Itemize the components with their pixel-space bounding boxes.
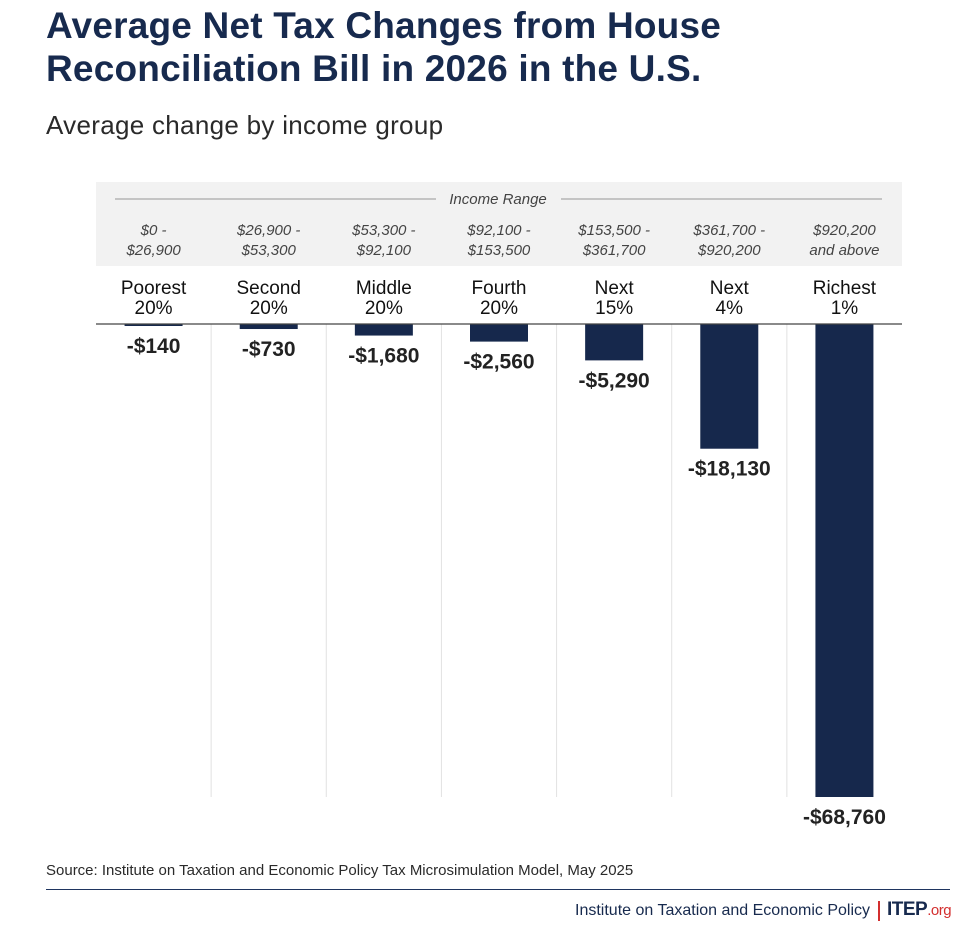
income-range-tick: $153,500 [467,242,531,259]
bar [354,324,413,336]
category-label: Middle [356,278,412,299]
category-label: Second [236,278,300,299]
footer-divider [46,889,950,890]
bar [124,324,183,326]
income-range-tick: $92,100 [356,242,412,259]
income-range-band [96,182,902,266]
income-range-tick: $53,300 [241,242,297,259]
bar [239,324,298,330]
income-range-tick: $361,700 - [692,222,765,239]
value-label: -$68,760 [803,806,886,829]
category-label: 20% [480,298,518,319]
category-label: 20% [250,298,288,319]
category-label: 20% [135,298,173,319]
bar [470,324,528,342]
value-label: -$730 [242,338,296,361]
organization-name: Institute on Taxation and Economic Polic… [575,902,870,919]
category-label: Poorest [121,278,187,299]
logo-suffix: .org [927,902,952,919]
income-range-tick: $0 - [140,222,167,239]
income-range-tick: $920,200 [697,242,761,259]
value-label: -$18,130 [688,458,771,481]
value-label: -$1,680 [348,345,419,368]
category-label: Richest [813,278,877,299]
income-range-tick: $153,500 - [577,222,650,239]
chart-title: Average Net Tax Changes from House Recon… [46,5,722,89]
value-label: -$140 [127,335,181,358]
bar [585,324,644,361]
footer-separator [878,901,880,921]
category-label: 20% [365,298,403,319]
income-range-tick: $920,200 [812,222,876,239]
bar [700,324,759,449]
itep-logo: ITEP.org [887,899,952,921]
income-range-label: Income Range [449,191,547,208]
category-label: 4% [716,298,744,319]
value-label: -$5,290 [579,369,650,392]
category-label: Next [595,278,635,299]
source-note: Source: Institute on Taxation and Econom… [46,862,634,879]
chart-subtitle: Average change by income group [46,110,444,140]
bar [815,324,874,797]
category-label: Next [710,278,750,299]
logo-main: ITEP [887,899,928,920]
category-label: 15% [595,298,633,319]
income-range-tick: $92,100 - [466,222,530,239]
category-label: Fourth [472,278,527,299]
income-range-tick: $26,900 [125,242,181,259]
value-label: -$2,560 [463,351,534,374]
income-range-tick: and above [809,242,879,259]
category-label: 1% [831,298,859,319]
income-range-tick: $361,700 [582,242,646,259]
income-range-tick: $53,300 - [351,222,415,239]
income-range-tick: $26,900 - [236,222,300,239]
